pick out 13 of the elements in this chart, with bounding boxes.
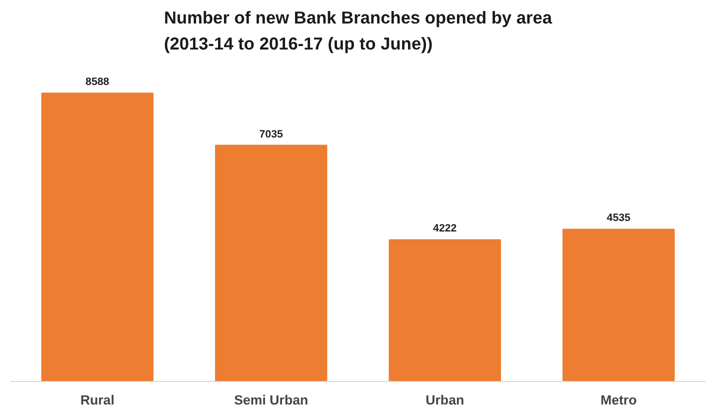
x-tick-label: Metro [600, 392, 637, 408]
bar [41, 92, 154, 382]
x-tick-label: Rural [80, 392, 114, 408]
x-tick-label: Semi Urban [234, 392, 308, 408]
bar [562, 228, 675, 382]
chart-title: Number of new Bank Branches opened by area (2013-14 to 2016-17 (up to June)) [164, 8, 552, 54]
bar [388, 239, 501, 382]
x-tick-label: Urban [426, 392, 464, 408]
data-label: 7035 [259, 128, 284, 140]
data-label: 8588 [86, 76, 110, 88]
bar [215, 144, 328, 382]
data-label: 4535 [606, 212, 631, 224]
data-label: 4222 [433, 222, 457, 235]
